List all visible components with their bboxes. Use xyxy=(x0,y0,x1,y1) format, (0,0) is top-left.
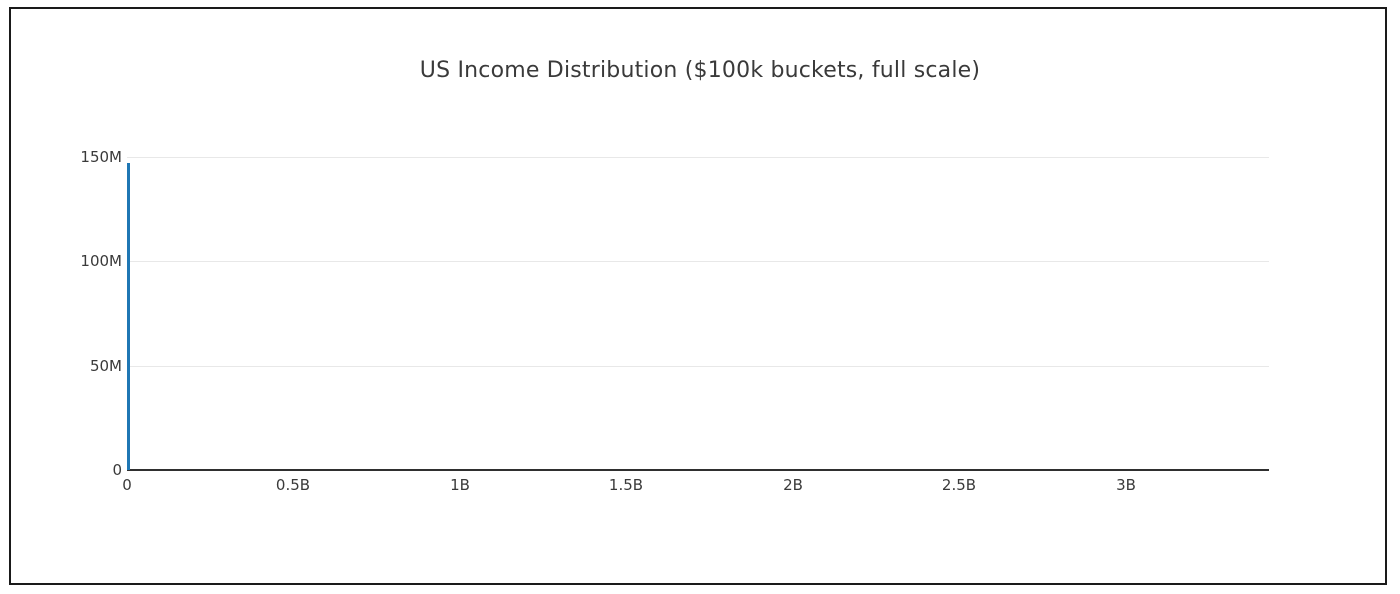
y-tick-label-100M: 100M xyxy=(80,252,122,270)
gridline-150M xyxy=(127,157,1269,158)
y-tick-label-150M: 150M xyxy=(80,148,122,166)
chart-title: US Income Distribution ($100k buckets, f… xyxy=(419,58,981,83)
x-tick-label-1B: 1B xyxy=(450,476,470,494)
page-border-frame xyxy=(9,7,1387,585)
y-tick-label-0: 0 xyxy=(112,461,122,479)
bar-income-bucket-0 xyxy=(127,163,130,470)
x-axis-line xyxy=(127,469,1269,471)
x-tick-label-2.5B: 2.5B xyxy=(941,476,977,494)
x-tick-label-0: 0 xyxy=(122,476,132,494)
y-tick-label-50M: 50M xyxy=(89,357,122,375)
x-tick-label-3B: 3B xyxy=(1116,476,1136,494)
plot-area xyxy=(127,157,1269,471)
gridline-50M xyxy=(127,366,1269,367)
x-tick-label-1.5B: 1.5B xyxy=(608,476,644,494)
x-tick-label-0.5B: 0.5B xyxy=(275,476,311,494)
gridline-100M xyxy=(127,261,1269,262)
x-tick-label-2B: 2B xyxy=(783,476,803,494)
